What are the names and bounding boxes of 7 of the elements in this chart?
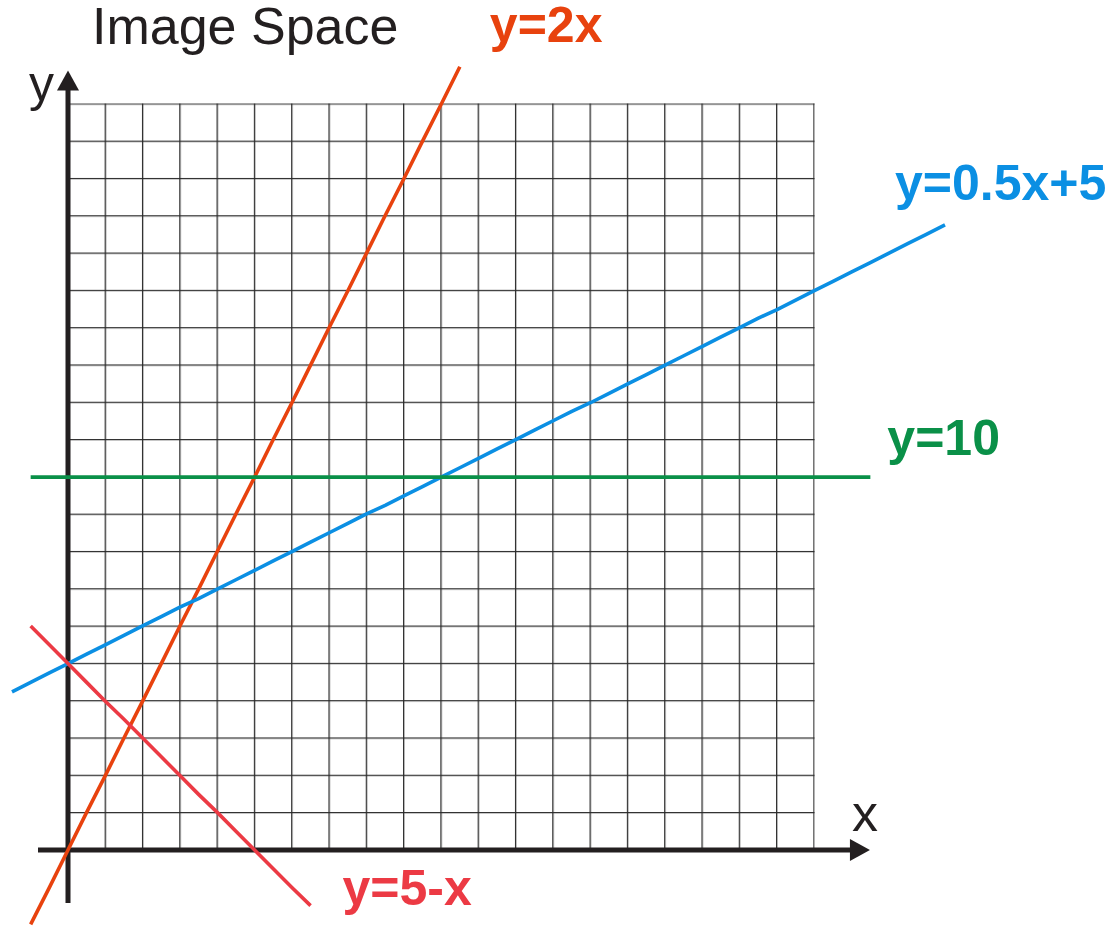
chart-title: Image Space <box>92 0 399 55</box>
series-label: y=2x <box>489 0 603 53</box>
x-axis-title: x <box>851 784 878 842</box>
y-axis-title: y <box>29 56 54 113</box>
series-label: y=10 <box>887 410 1000 467</box>
series-label: y=5-x <box>342 859 473 916</box>
series-label: y=0.5x+5 <box>895 154 1107 211</box>
